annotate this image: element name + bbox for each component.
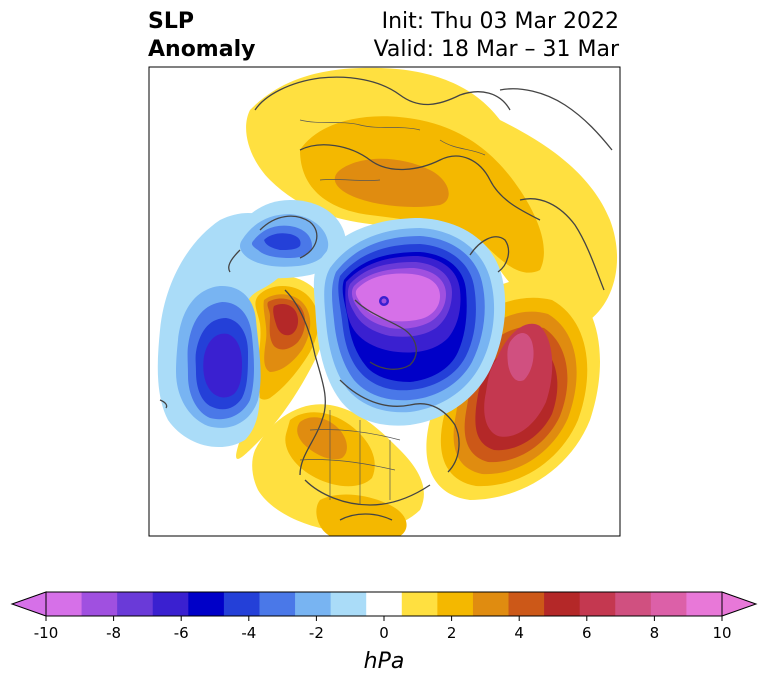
coastlines (159, 76, 613, 521)
colorbar-segment (330, 592, 367, 616)
arctic-min-center-inner (381, 298, 387, 304)
west-positive-5 (273, 304, 299, 336)
colorbar-tick-label: 10 (712, 624, 731, 642)
colorbar-segment (437, 592, 474, 616)
colorbar-tick-label: -6 (174, 624, 189, 642)
colorbar-segment (472, 592, 510, 616)
colorbar-tick-label: -8 (106, 624, 121, 642)
colorbar-segment (401, 592, 438, 616)
colorbar-tick-label: 4 (514, 624, 524, 642)
colorbar-unit-label: hPa (364, 649, 405, 674)
colorbar-segment (366, 592, 403, 616)
colorbar-segment (188, 592, 225, 616)
colorbar-segment (686, 592, 723, 616)
valid-range: Valid: 18 Mar – 31 Mar (373, 37, 619, 62)
southwest-positive (316, 494, 407, 536)
init-date: Init: Thu 03 Mar 2022 (381, 9, 619, 34)
colorbar-extend-low (10, 591, 47, 617)
colorbar-tick-label: 0 (379, 624, 389, 642)
colorbar-ticks: -10 -8 -6 -4 -2 0 2 4 6 8 10 (34, 616, 732, 642)
map-title: SLP Anomaly (148, 8, 255, 64)
eurasia-positive-core (334, 158, 449, 207)
atlantic-positive-7 (507, 333, 534, 382)
colorbar-segment (650, 592, 687, 616)
colorbar-segment (615, 592, 652, 616)
anomaly-contours (157, 67, 618, 536)
map-frame (148, 66, 621, 537)
borders (299, 119, 486, 505)
arctic-negative-9 (355, 273, 440, 322)
alaska-negative-4 (264, 233, 301, 250)
colorbar-segment (508, 592, 545, 616)
us-positive-3 (297, 417, 347, 460)
title-line-2: Anomaly (148, 37, 256, 62)
colorbar-segment (223, 592, 260, 616)
colorbar-segment (117, 592, 154, 616)
anomaly-map (148, 66, 621, 537)
colorbar-tick-label: 8 (650, 624, 660, 642)
colorbar-tick-label: -4 (241, 624, 256, 642)
colorbar-tick-label: 2 (447, 624, 457, 642)
colorbar-segments (10, 591, 758, 617)
pacific-negative-5 (203, 333, 242, 398)
colorbar-tick-label: -10 (34, 624, 59, 642)
colorbar-segment (579, 592, 616, 616)
colorbar-segment (152, 592, 189, 616)
colorbar-extend-high (721, 591, 758, 617)
colorbar-segment (81, 592, 118, 616)
colorbar-segment (295, 592, 332, 616)
date-info: Init: Thu 03 Mar 2022 Valid: 18 Mar – 31… (374, 8, 619, 64)
colorbar-segment (46, 592, 83, 616)
colorbar: -10 -8 -6 -4 -2 0 2 4 6 8 10 hPa (10, 591, 758, 674)
colorbar-tick-label: 6 (582, 624, 592, 642)
colorbar-segment (259, 592, 296, 616)
colorbar-segment (544, 592, 581, 616)
title-line-1: SLP (148, 9, 194, 34)
colorbar-tick-label: -2 (309, 624, 324, 642)
